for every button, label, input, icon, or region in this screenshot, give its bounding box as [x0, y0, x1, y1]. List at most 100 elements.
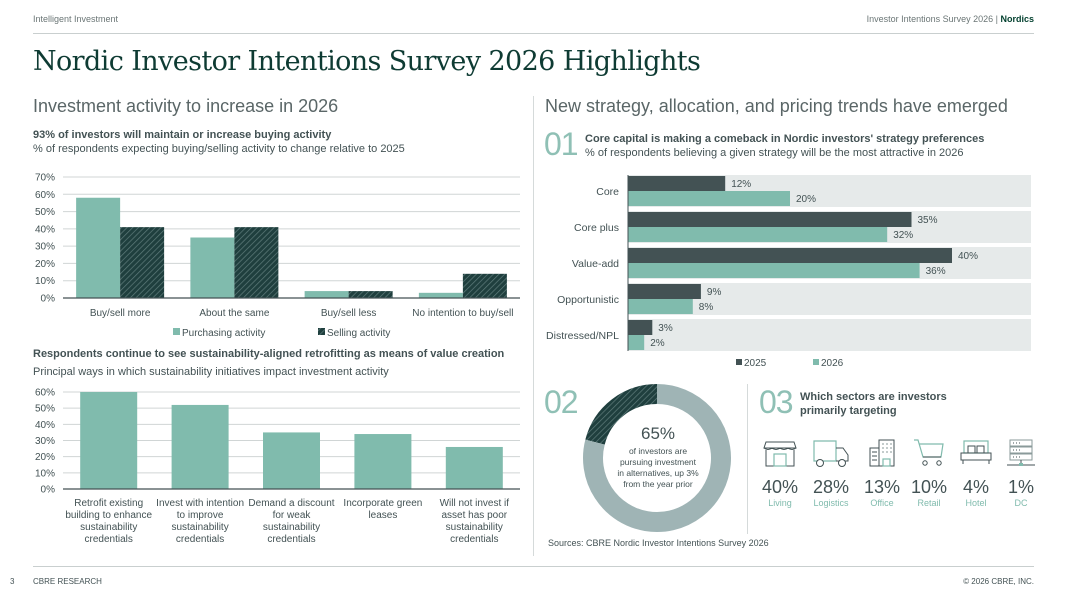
- legend-label: 2025: [744, 358, 767, 369]
- sustainability-bar: [171, 404, 229, 489]
- x-category-label: credentials: [85, 534, 133, 545]
- header-region: Nordics: [1000, 14, 1034, 24]
- legend-swatch: [813, 359, 819, 365]
- donut-center-line: in alternatives, up 3%: [617, 468, 699, 478]
- footer-divider: [33, 566, 1034, 567]
- sustainability-chart-subtitle: Principal ways in which sustainability i…: [33, 366, 389, 378]
- section-divider: [533, 96, 534, 556]
- left-section-title: Investment activity to increase in 2026: [33, 96, 339, 116]
- category-label: Opportunistic: [557, 294, 619, 306]
- bar-2026: [628, 191, 790, 206]
- right-section-title: New strategy, allocation, and pricing tr…: [545, 96, 1008, 116]
- sector-pct: 28%: [812, 477, 850, 497]
- y-tick-label: 0%: [41, 294, 56, 305]
- bar-2025: [628, 176, 726, 191]
- data-label: 8%: [699, 302, 714, 313]
- server-rack-icon: [1007, 439, 1035, 466]
- x-category-label: sustainability: [446, 522, 503, 533]
- shopping-cart-icon: [914, 439, 944, 466]
- sustainability-chart-title: Respondents continue to see sustainabili…: [33, 348, 505, 360]
- sustainability-bar: [445, 446, 503, 489]
- section-number-03: 03: [759, 384, 794, 420]
- donut-center-line: pursuing investment: [619, 457, 697, 467]
- legend-swatch: [318, 328, 325, 335]
- donut-segment-highlighted: [585, 384, 658, 445]
- sustainability-bar: [263, 432, 320, 489]
- donut-center-line: of investors are: [628, 446, 688, 456]
- strategy-chart-title: Core capital is making a comeback in Nor…: [585, 133, 985, 145]
- x-category-label: Buy/sell less: [321, 308, 377, 319]
- bar-2025: [628, 248, 952, 263]
- bar-2026: [628, 227, 888, 242]
- sector-label: Retail: [917, 498, 941, 508]
- bar-2025: [628, 320, 653, 335]
- sectors-title: Which sectors are investors primarily ta…: [800, 390, 947, 418]
- sector-pct: 40%: [761, 477, 799, 497]
- y-tick-label: 20%: [35, 452, 55, 463]
- data-label: 9%: [707, 287, 722, 298]
- donut-center: 65% of investors are pursuing investment…: [603, 424, 713, 490]
- donut-segment-rest: [583, 384, 731, 532]
- sustainability-bar: [80, 392, 138, 489]
- sector-living: 40% Living: [755, 438, 805, 508]
- purchasing-bar: [190, 237, 235, 298]
- x-category-label: credentials: [176, 534, 224, 545]
- sector-pct: 1%: [1007, 477, 1034, 497]
- sector-dc: 1% DC: [996, 438, 1046, 508]
- strategy-chart-subtitle: % of respondents believing a given strat…: [585, 147, 964, 159]
- bar-2025: [628, 284, 701, 299]
- activity-chart-title: 93% of investors will maintain or increa…: [33, 129, 332, 141]
- x-category-label: No intention to buy/sell: [412, 308, 513, 319]
- header-report-name: Investor Intentions Survey 2026 | Nordic…: [867, 14, 1034, 24]
- data-label: 32%: [893, 230, 913, 241]
- x-category-label: Incorporate green: [343, 498, 422, 509]
- sector-label: Living: [768, 498, 792, 508]
- x-category-label: leases: [368, 510, 397, 521]
- alternatives-donut: [583, 384, 731, 532]
- sector-label: Office: [870, 498, 894, 508]
- sector-pct: 13%: [863, 477, 901, 497]
- sources-note: Sources: CBRE Nordic Investor Intentions…: [548, 538, 769, 548]
- bar-2026: [628, 335, 645, 350]
- header-report-prefix: Investor Intentions Survey 2026 |: [866, 14, 1001, 24]
- sectors-title-line: Which sectors are investors: [800, 391, 947, 403]
- sector-office: 13% Office: [857, 438, 907, 508]
- sector-logistics: 28% Logistics: [806, 438, 856, 508]
- x-category-label: to improve: [177, 510, 224, 521]
- purchasing-bar: [304, 291, 349, 298]
- category-label: Core: [596, 186, 619, 198]
- section-number-01: 01: [544, 126, 579, 162]
- x-category-label: sustainability: [80, 522, 137, 533]
- page-number: 3: [10, 577, 15, 586]
- bar-2025: [628, 212, 912, 227]
- sectors-title-line: primarily targeting: [800, 405, 897, 417]
- footer-copyright: © 2026 CBRE, INC.: [963, 577, 1034, 586]
- selling-bar: [234, 227, 279, 298]
- purchasing-bar: [76, 197, 121, 298]
- y-tick-label: 30%: [35, 242, 55, 253]
- y-tick-label: 30%: [35, 436, 55, 447]
- data-label: 20%: [796, 194, 816, 205]
- x-category-label: Retrofit existing: [74, 498, 143, 509]
- legend-swatch: [173, 328, 180, 335]
- purchasing-bar: [418, 292, 463, 298]
- category-label: Value-add: [572, 258, 619, 270]
- donut-center-value: 65%: [640, 424, 676, 443]
- y-tick-label: 60%: [35, 388, 55, 399]
- y-tick-label: 10%: [35, 276, 55, 287]
- header-brand: Intelligent Investment: [33, 14, 119, 24]
- y-tick-label: 40%: [35, 420, 55, 431]
- category-label: Distressed/NPL: [546, 330, 619, 342]
- x-category-label: credentials: [267, 534, 315, 545]
- sector-pct: 4%: [962, 477, 989, 497]
- y-tick-label: 50%: [35, 207, 55, 218]
- legend-label: Purchasing activity: [182, 328, 265, 339]
- page-title: Nordic Investor Intentions Survey 2026 H…: [33, 46, 701, 77]
- office-building-icon: [869, 439, 895, 467]
- x-category-label: Buy/sell more: [90, 308, 151, 319]
- x-category-label: Will not invest if: [440, 498, 510, 509]
- footer-brand: CBRE RESEARCH: [33, 577, 102, 586]
- sector-retail: 10% Retail: [904, 438, 954, 508]
- data-label: 2%: [650, 338, 665, 349]
- bar-2026: [628, 299, 693, 314]
